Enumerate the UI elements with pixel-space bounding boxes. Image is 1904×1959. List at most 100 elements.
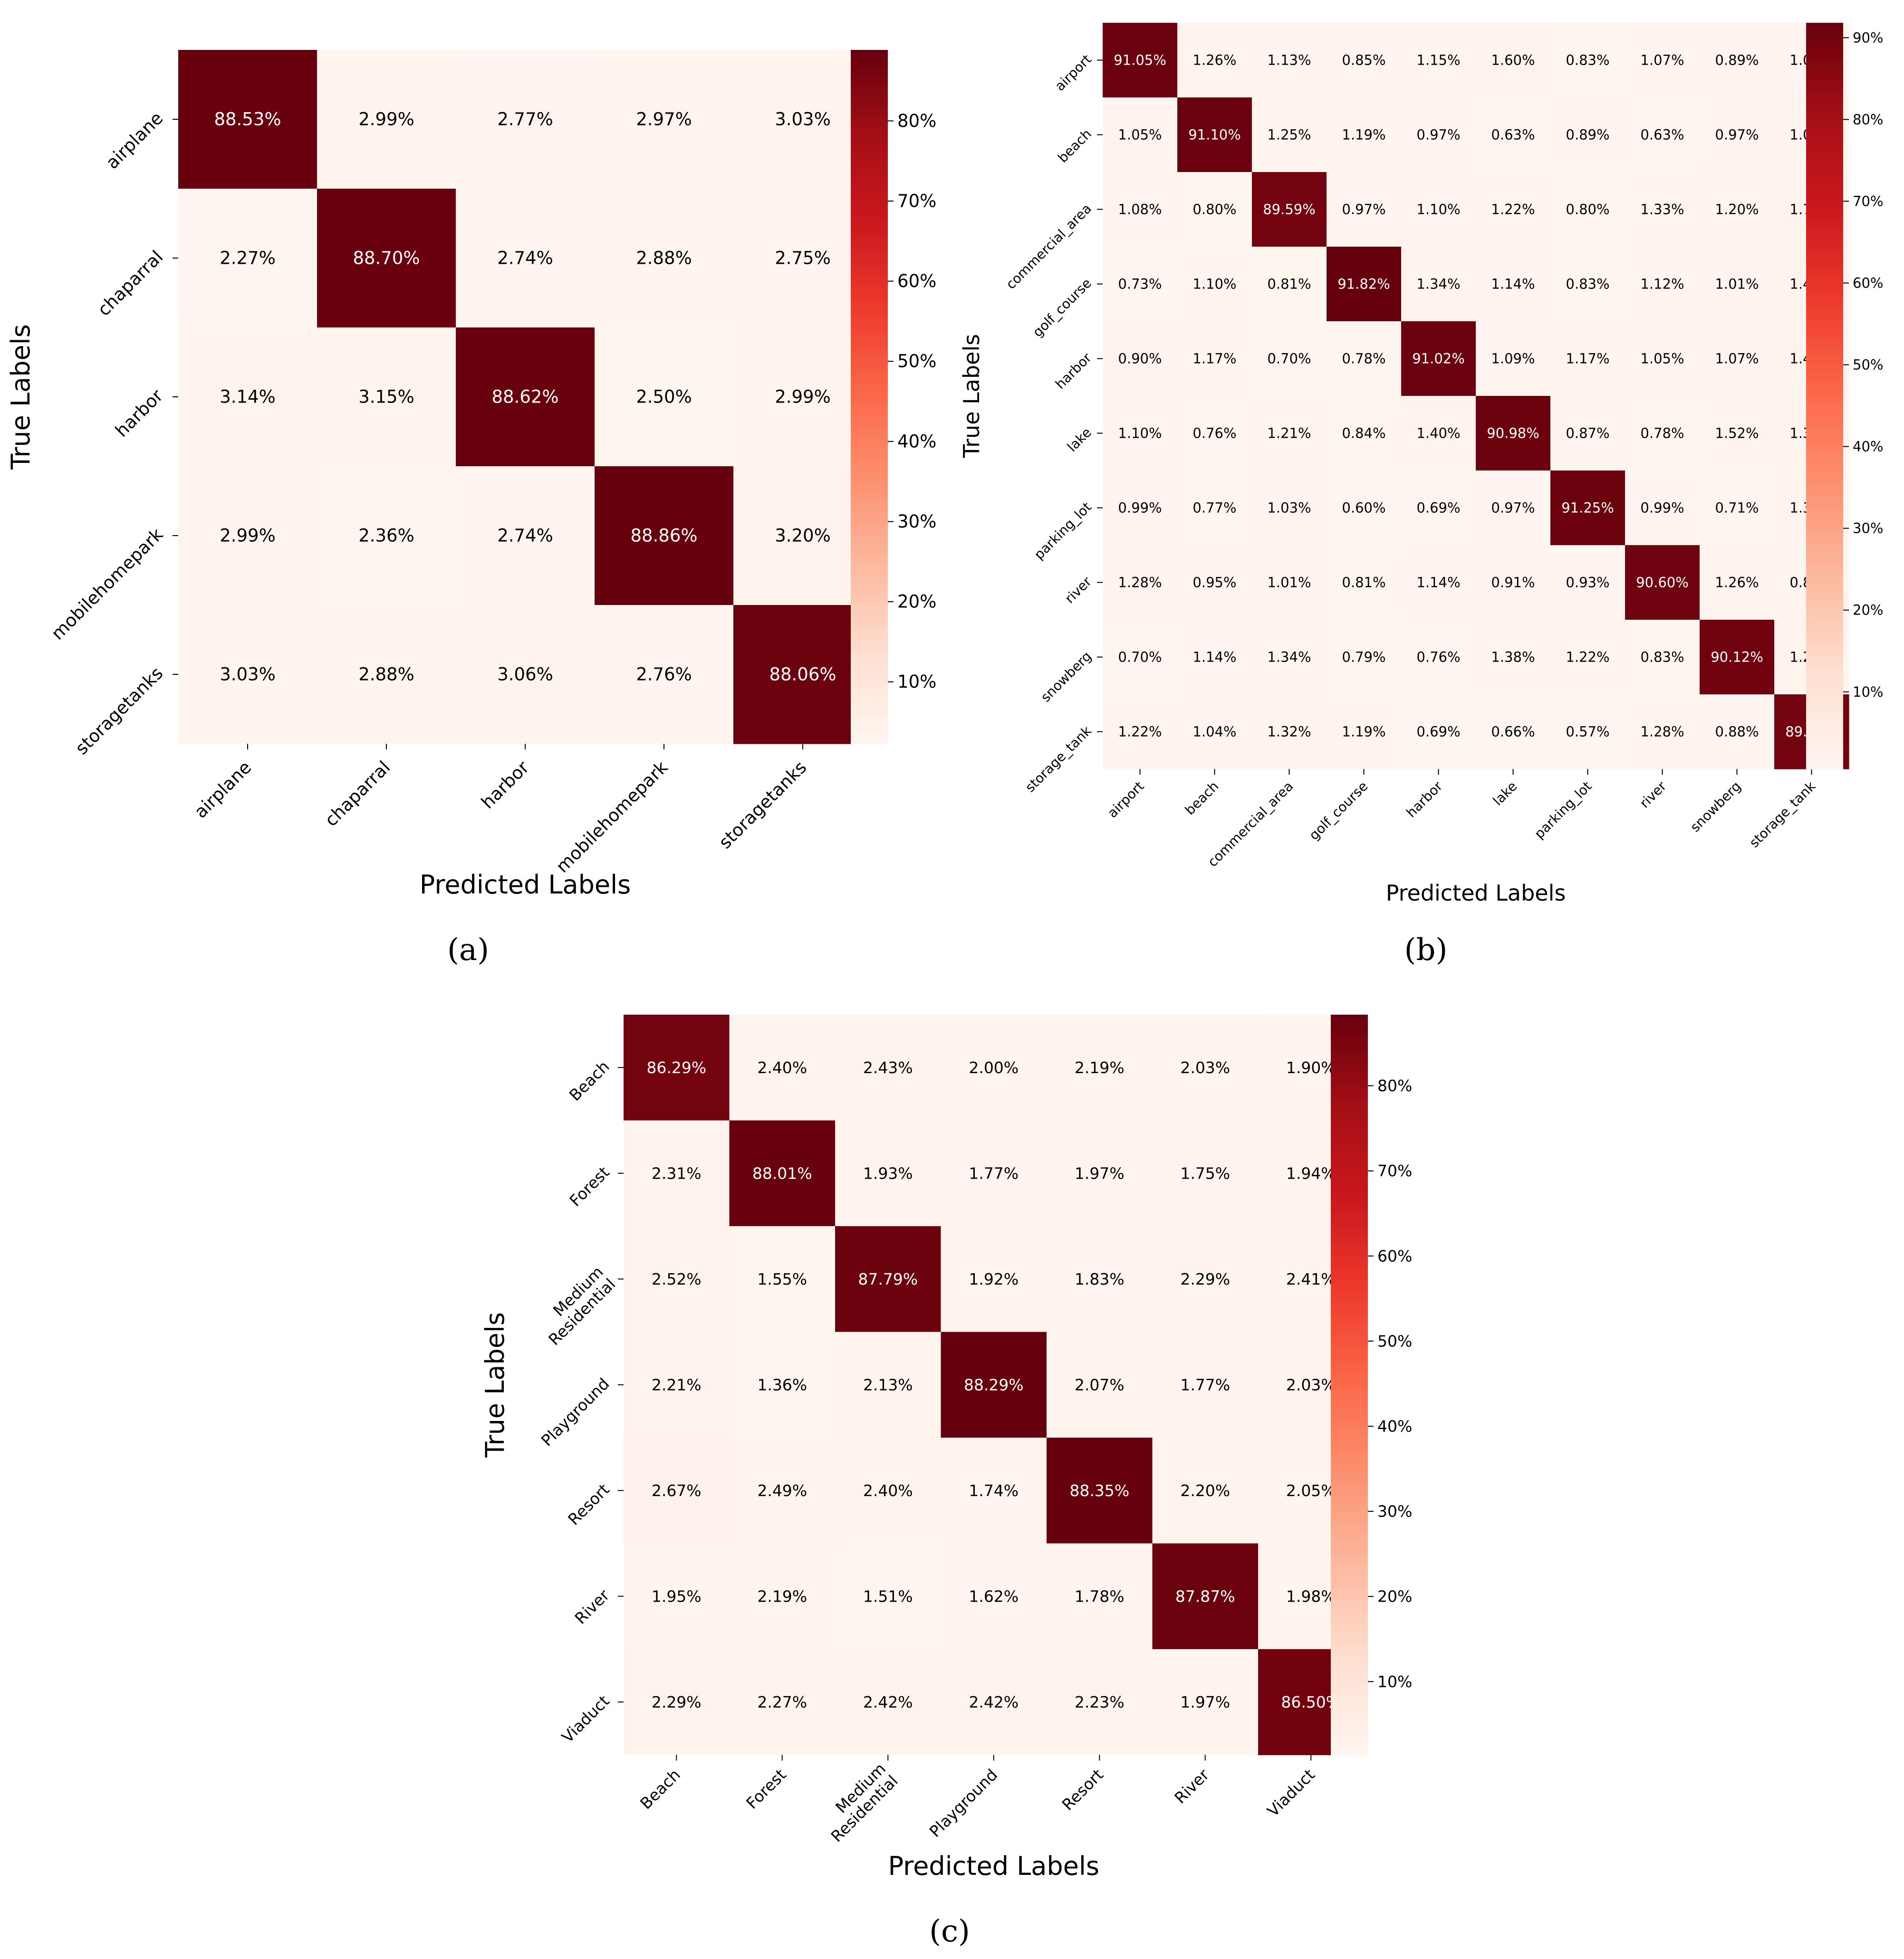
colorbar-segment [1331, 1737, 1368, 1744]
heatmap-cell [1327, 694, 1402, 769]
colorbar-segment [1331, 1527, 1368, 1534]
heatmap-cell [1700, 97, 1775, 173]
colorbar-segment [1806, 719, 1843, 726]
cell-value-label: 1.17% [1192, 351, 1236, 367]
colorbar-segment [1806, 358, 1843, 365]
heatmap-cell [1252, 620, 1327, 695]
colorbar-segment [1806, 570, 1843, 577]
heatmap-cell [1103, 172, 1178, 247]
colorbar-segment [1331, 1594, 1368, 1602]
heatmap-cell [1177, 396, 1252, 471]
colorbar-segment [1331, 1335, 1368, 1343]
heatmap-cell [729, 1226, 836, 1333]
cell-value-label: 89.59% [1263, 202, 1316, 218]
heatmap-cell [1625, 172, 1700, 247]
colorbar-segment [851, 246, 888, 253]
heatmap-cell [1401, 471, 1476, 546]
colorbar-segment [1331, 1261, 1368, 1268]
cell-value-label: 3.06% [497, 664, 553, 685]
cell-value-label: 2.29% [1180, 1270, 1230, 1288]
colorbar-segment [851, 217, 888, 224]
colorbar-segment [1806, 184, 1843, 192]
heatmap-cell [1550, 97, 1625, 173]
colorbar-segment [1806, 191, 1843, 198]
colorbar-segment [1331, 1440, 1368, 1447]
colorbar-segment [1806, 334, 1843, 341]
heatmap-cell [1550, 321, 1625, 396]
colorbar-segment [1331, 1508, 1368, 1515]
colorbar-segment [1331, 1743, 1368, 1750]
cell-value-label: 0.76% [1416, 649, 1460, 665]
heatmap-cell [1177, 620, 1252, 695]
cell-value-label: 1.38% [1491, 649, 1535, 665]
colorbar-tick-label: 60% [1377, 1247, 1412, 1265]
colorbar-segment [851, 362, 888, 369]
heatmap-cell [1047, 1226, 1153, 1333]
colorbar-segment [1331, 1193, 1368, 1200]
colorbar-segment [1331, 1113, 1368, 1120]
colorbar-segment [1331, 1632, 1368, 1639]
cell-value-label: 88.06% [769, 664, 836, 685]
colorbar-segment [1331, 1212, 1368, 1219]
cell-value-label: 2.75% [775, 248, 831, 269]
colorbar-segment [1331, 1206, 1368, 1213]
colorbar-segment [1806, 445, 1843, 452]
colorbar-segment [1331, 1545, 1368, 1552]
cell-value-label: 1.40% [1416, 425, 1460, 442]
colorbar-segment [851, 454, 888, 461]
heatmap-cell [456, 466, 595, 605]
colorbar-segment [1806, 762, 1843, 769]
colorbar-segment [1331, 1514, 1368, 1521]
colorbar-segment [851, 507, 888, 513]
cell-value-label: 2.27% [220, 248, 276, 269]
cell-value-label: 87.79% [858, 1270, 918, 1288]
cell-value-label: 1.07% [1640, 52, 1684, 68]
cell-value-label: 2.42% [969, 1693, 1019, 1711]
colorbar-segment [1806, 477, 1843, 484]
colorbar-segment [1331, 1348, 1368, 1355]
heatmap-cell [1476, 321, 1551, 396]
colorbar-segment [1806, 234, 1843, 241]
heatmap-cell [1103, 321, 1178, 396]
cell-value-label: 1.28% [1640, 724, 1684, 740]
cell-value-label: 0.91% [1491, 575, 1535, 591]
colorbar-segment [851, 206, 888, 212]
heatmap-cell [941, 1543, 1047, 1650]
heatmap-cell [733, 327, 873, 467]
heatmap-cell [1252, 172, 1327, 247]
colorbar-segment [1806, 221, 1843, 229]
colorbar-segment [1331, 1415, 1368, 1422]
colorbar-tick-label: 70% [1377, 1162, 1412, 1180]
colorbar-segment [851, 593, 888, 600]
colorbar-segment [1331, 1354, 1368, 1361]
colorbar-segment [851, 547, 888, 554]
cell-value-label: 2.74% [497, 526, 553, 546]
colorbar-segment [851, 90, 888, 97]
heatmap-cell [1103, 97, 1178, 173]
heatmap-cell [1327, 247, 1402, 322]
colorbar-segment [1331, 1015, 1368, 1021]
colorbar-segment [851, 587, 888, 594]
cell-value-label: 1.19% [1342, 127, 1385, 143]
colorbar-segment [1806, 35, 1843, 42]
colorbar-segment [1806, 638, 1843, 645]
cell-value-label: 0.79% [1342, 649, 1385, 665]
colorbar-segment [1331, 1465, 1368, 1472]
heatmap-cell [1103, 23, 1178, 98]
colorbar-segment [1806, 41, 1843, 48]
colorbar-segment [851, 160, 888, 166]
heatmap-cell [1047, 1543, 1153, 1650]
cell-value-label: 88.86% [630, 526, 697, 546]
colorbar-segment [1331, 1533, 1368, 1540]
colorbar-segment [1806, 414, 1843, 422]
cell-value-label: 1.12% [1640, 276, 1684, 292]
heatmap-cell [456, 327, 595, 467]
colorbar-segment [1806, 613, 1843, 620]
cell-value-label: 0.97% [1416, 127, 1460, 143]
colorbar-segment [1331, 1373, 1368, 1380]
heatmap-cell [729, 1649, 836, 1756]
cell-value-label: 0.60% [1342, 500, 1385, 516]
heatmap-cell [1625, 545, 1700, 620]
heatmap-cell [1700, 172, 1775, 247]
heatmap-cell [178, 605, 317, 744]
